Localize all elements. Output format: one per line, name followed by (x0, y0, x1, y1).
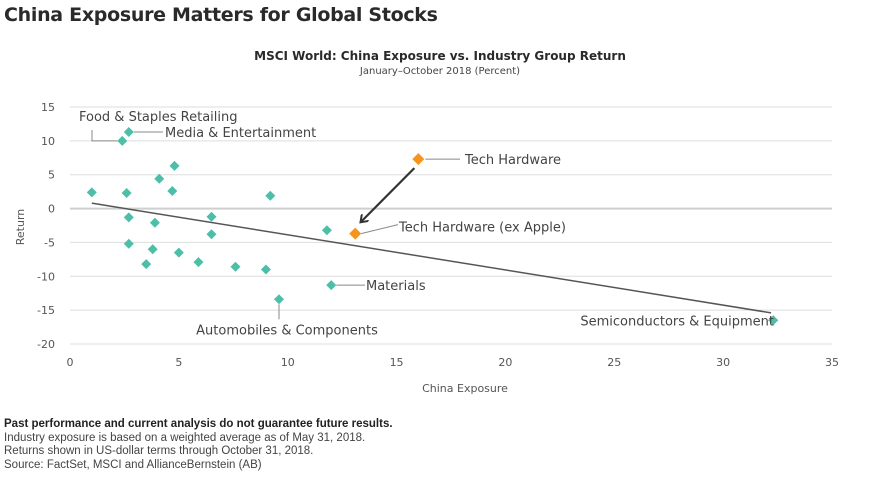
x-axis-label: China Exposure (422, 382, 508, 395)
data-point (169, 160, 180, 171)
y-tick-label: -15 (37, 304, 55, 317)
data-point (86, 187, 97, 198)
footnote: Returns shown in US-dollar terms through… (4, 445, 314, 457)
data-point (321, 225, 332, 236)
point-label: Semiconductors & Equipment (580, 314, 774, 329)
data-point (230, 261, 241, 272)
x-tick-label: 15 (390, 356, 404, 369)
point-label: Tech Hardware (464, 153, 561, 168)
leader-line (361, 224, 399, 235)
footer: Past performance and current analysis do… (4, 418, 393, 472)
point-label: Tech Hardware (ex Apple) (398, 221, 566, 236)
disclaimer: Past performance and current analysis do… (4, 418, 393, 430)
data-point (206, 211, 217, 222)
point-label: Media & Entertainment (165, 126, 316, 141)
data-point-food-staples-retailing (117, 135, 128, 146)
data-point (265, 190, 276, 201)
chart-title: MSCI World: China Exposure vs. Industry … (254, 49, 626, 63)
x-tick-label: 20 (498, 356, 512, 369)
y-axis-label: Return (14, 209, 27, 246)
page-title: China Exposure Matters for Global Stocks (4, 4, 438, 26)
data-point (149, 217, 160, 228)
x-tick-label: 10 (281, 356, 295, 369)
data-point-tech-hardware-ex-apple- (349, 227, 362, 240)
footnote: Industry exposure is based on a weighted… (4, 431, 366, 444)
point-label: Materials (366, 279, 426, 294)
data-point (154, 173, 165, 184)
data-point (141, 259, 152, 270)
data-point (173, 247, 184, 258)
data-point (123, 238, 134, 249)
x-tick-label: 0 (67, 356, 74, 369)
data-point (147, 244, 158, 255)
footnote: Source: FactSet, MSCI and AllianceBernst… (4, 458, 262, 471)
y-tick-label: 10 (41, 135, 55, 148)
data-point (260, 264, 271, 275)
y-tick-label: 5 (48, 169, 55, 182)
y-tick-label: -10 (37, 270, 55, 283)
data-point (206, 229, 217, 240)
data-point-semiconductors-equipment (768, 315, 779, 326)
trendline (91, 202, 772, 314)
scatter-chart: 15 10 5 0 -5 -10 -15 -20 0 5 10 15 20 25 30 35 Food & S… (14, 101, 839, 395)
leader-line (91, 130, 118, 142)
data-point (193, 257, 204, 268)
data-point (121, 187, 132, 198)
data-point (123, 212, 134, 223)
point-label: Automobiles & Components (196, 323, 378, 338)
x-tick-label: 5 (175, 356, 182, 369)
point-label: Food & Staples Retailing (79, 110, 238, 125)
y-tick-label: 15 (41, 101, 55, 114)
data-point-materials (326, 280, 337, 291)
y-tick-label: 0 (48, 203, 55, 216)
y-tick-label: -5 (44, 236, 55, 249)
y-tick-label: -20 (37, 338, 55, 351)
x-tick-label: 30 (716, 356, 730, 369)
x-tick-label: 35 (825, 356, 839, 369)
x-tick-label: 25 (607, 356, 621, 369)
data-point (167, 185, 178, 196)
data-point-automobiles-components (274, 294, 285, 305)
chart-subtitle: January–October 2018 (Percent) (359, 66, 521, 77)
data-point-tech-hardware (412, 153, 425, 166)
annotation-arrow (361, 167, 416, 221)
data-point-media-entertainment (123, 127, 134, 138)
